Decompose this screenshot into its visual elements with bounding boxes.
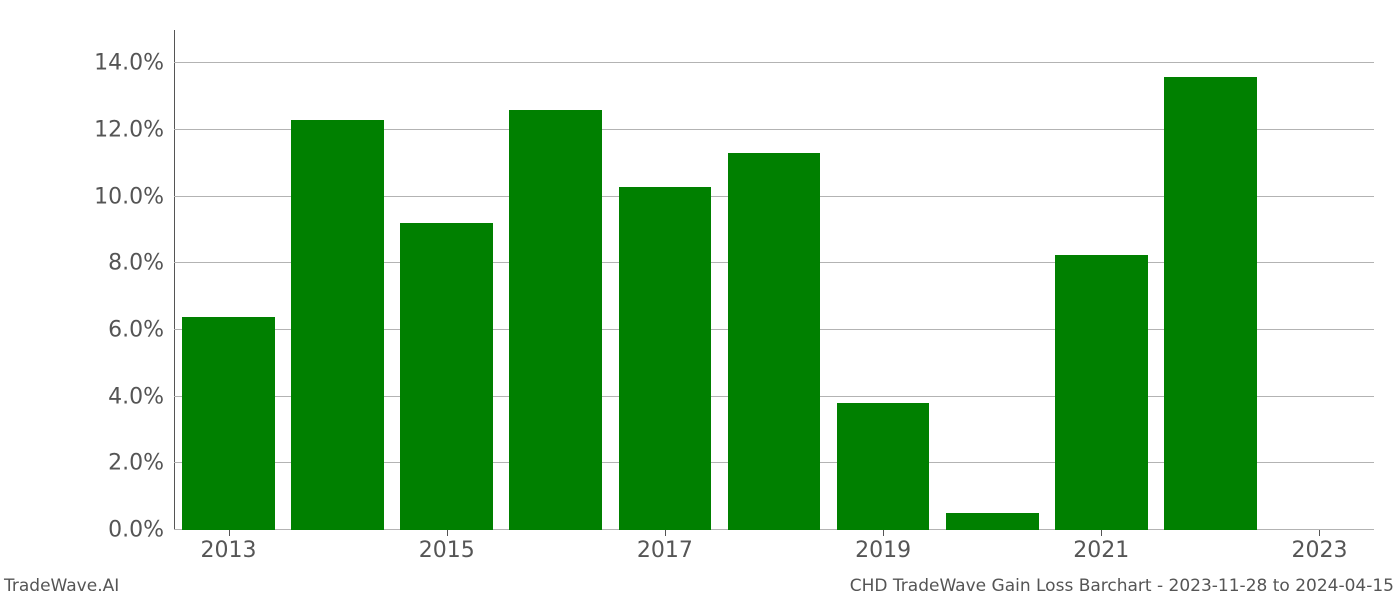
x-tick-label: 2023 (1291, 530, 1347, 563)
bar (182, 317, 275, 530)
x-tick-label: 2013 (201, 530, 257, 563)
caption-right: CHD TradeWave Gain Loss Barchart - 2023-… (850, 576, 1394, 596)
y-tick-label: 0.0% (108, 518, 174, 543)
grid-line (174, 62, 1374, 63)
y-tick-label: 8.0% (108, 251, 174, 276)
bar (619, 187, 712, 530)
x-tick-label: 2015 (419, 530, 475, 563)
bar (1055, 255, 1148, 530)
y-tick-label: 4.0% (108, 384, 174, 409)
watermark-left: TradeWave.AI (4, 576, 119, 596)
bar (728, 153, 821, 530)
bar (1164, 77, 1257, 530)
chart-container: 0.0% 2.0% 4.0% 6.0% 8.0% 10.0% 12.0% 14.0% 2013 2… (0, 0, 1400, 600)
bar (509, 110, 602, 530)
bar (291, 120, 384, 530)
bar (837, 403, 930, 530)
y-tick-label: 14.0% (94, 51, 174, 76)
y-tick-label: 6.0% (108, 318, 174, 343)
x-tick-label: 2021 (1073, 530, 1129, 563)
plot-area: 0.0%2.0%4.0%6.0%8.0%10.0%12.0%14.0%20132… (174, 30, 1374, 530)
y-tick-label: 10.0% (94, 184, 174, 209)
y-tick-label: 2.0% (108, 451, 174, 476)
axis-spine-left (174, 30, 175, 530)
y-tick-label: 12.0% (94, 118, 174, 143)
bar (400, 223, 493, 530)
x-tick-label: 2017 (637, 530, 693, 563)
bar (946, 513, 1039, 530)
x-tick-label: 2019 (855, 530, 911, 563)
